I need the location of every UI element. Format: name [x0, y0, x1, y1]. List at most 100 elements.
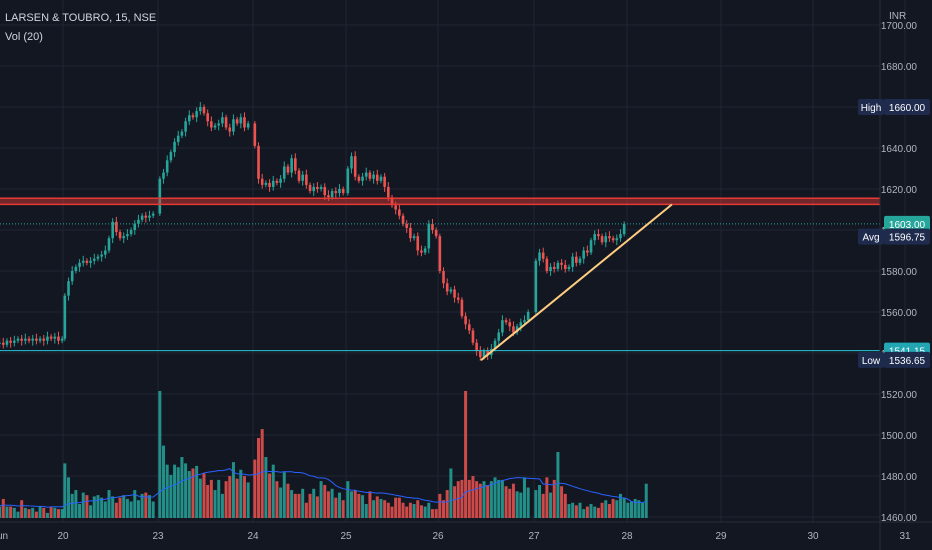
time-tick-label: 31 — [899, 531, 911, 542]
candle-body — [330, 191, 334, 198]
candle-body — [471, 330, 475, 343]
time-tick-label: 30 — [807, 531, 819, 542]
volume-bar — [493, 477, 497, 518]
price-value-box — [884, 99, 930, 115]
candle-body — [608, 236, 611, 239]
candle-body — [368, 172, 372, 179]
candle-body — [24, 338, 27, 341]
candle-body — [165, 160, 169, 173]
candle-body — [434, 230, 438, 237]
candle-body — [140, 215, 144, 220]
volume-bar — [217, 479, 221, 518]
candle-body — [100, 254, 103, 257]
volume-bar — [637, 500, 641, 518]
volume-indicator-label: Vol (20) — [5, 31, 43, 43]
volume-bar — [522, 477, 526, 518]
candle-body — [232, 119, 235, 132]
volume-bar — [460, 479, 464, 518]
volume-bar — [12, 507, 16, 518]
candle-body — [144, 215, 148, 218]
grid-lines — [0, 0, 906, 522]
volume-bar — [630, 501, 634, 518]
volume-bar — [224, 481, 228, 518]
candle-body — [504, 320, 508, 323]
volume-bar — [323, 484, 327, 518]
candle-body — [5, 340, 9, 345]
volume-bar — [556, 451, 560, 518]
volume-bar — [63, 463, 67, 518]
volume-bar — [401, 502, 405, 518]
volume-bar — [271, 464, 275, 518]
volume-bar — [31, 507, 35, 518]
volume-bar — [464, 391, 468, 518]
volume-bar — [453, 486, 457, 518]
volume-bar — [538, 484, 542, 518]
volume-bar — [140, 493, 144, 518]
volume-bars — [0, 391, 648, 518]
candle-body — [597, 234, 600, 237]
candle-body — [202, 107, 206, 114]
candle-body — [235, 119, 239, 124]
volume-bar — [364, 504, 368, 518]
candlesticks — [0, 102, 626, 361]
volume-bar — [397, 497, 401, 518]
volume-bar — [180, 457, 184, 518]
candle-body — [279, 178, 282, 183]
candle-body — [409, 227, 412, 239]
candle-body — [46, 336, 49, 341]
candle-body — [431, 223, 434, 230]
candle-body — [118, 232, 122, 239]
price-tag-text: High — [861, 103, 882, 114]
candle-body — [191, 115, 195, 118]
candle-body — [158, 178, 162, 214]
volume-bar — [107, 490, 111, 518]
candle-body — [486, 350, 489, 356]
candle-body — [104, 250, 107, 255]
candle-body — [319, 186, 323, 189]
volume-bar — [390, 506, 394, 518]
candle-body — [301, 174, 304, 181]
candle-body — [297, 170, 301, 181]
candle-body — [390, 197, 394, 206]
candle-body — [243, 117, 246, 128]
candle-body — [67, 281, 70, 296]
candle-body — [493, 340, 497, 349]
candle-body — [305, 174, 308, 185]
price-value-text: 1536.65 — [889, 356, 926, 367]
volume-bar — [615, 500, 619, 518]
volume-bar — [118, 497, 122, 518]
volume-bar — [81, 492, 85, 518]
volume-bar — [125, 498, 129, 518]
candle-body — [290, 158, 293, 173]
volume-bar — [297, 493, 301, 518]
candle-body — [412, 236, 416, 239]
volume-bar — [100, 497, 104, 518]
volume-bar — [372, 500, 376, 518]
candle-body — [162, 172, 165, 179]
candle-body — [60, 338, 64, 341]
volume-bar — [626, 502, 630, 518]
volume-bar — [92, 496, 96, 518]
volume-bar — [260, 429, 264, 518]
candle-body — [538, 252, 541, 261]
candle-body — [271, 180, 275, 187]
time-tick-label: 29 — [715, 531, 727, 542]
candle-body — [257, 145, 260, 179]
candle-body — [1, 342, 5, 345]
candle-body — [582, 250, 585, 259]
volume-bar — [268, 473, 272, 518]
candle-body — [246, 123, 250, 128]
price-tick-label: 1480.00 — [881, 472, 918, 483]
candle-body — [416, 236, 420, 251]
trendline — [480, 203, 673, 361]
candle-body — [327, 195, 330, 198]
candle-body — [453, 289, 456, 298]
volume-bar — [449, 468, 453, 518]
volume-bar — [541, 493, 545, 518]
volume-bar — [430, 509, 434, 518]
volume-bar — [334, 497, 338, 518]
candle-body — [552, 266, 556, 269]
candle-body — [180, 131, 184, 136]
volume-bar — [78, 504, 82, 518]
